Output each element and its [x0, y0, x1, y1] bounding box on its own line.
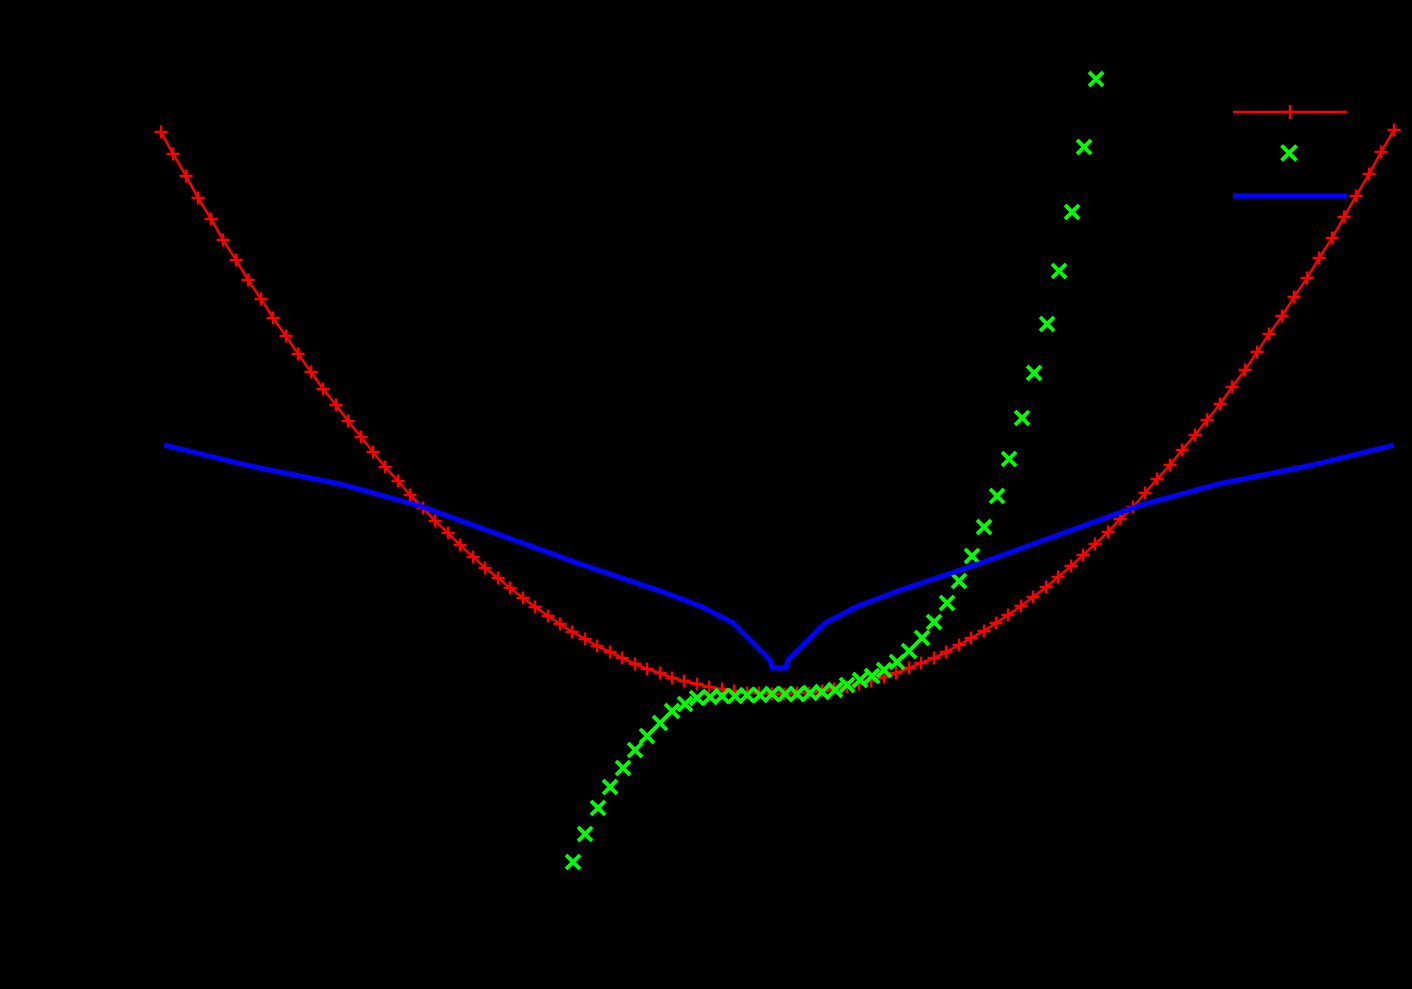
legend: [1233, 105, 1347, 199]
series-green-cubic-markers: [564, 70, 1105, 871]
series-red-parabola-line: [159, 129, 1396, 696]
series-blue-cusp-line: [163, 442, 1395, 671]
series-red-parabola: [154, 123, 1401, 701]
legend-entry-green-cubic: [1280, 144, 1298, 162]
series-green-cubic: [564, 70, 1105, 871]
legend-entry-red-parabola: [1233, 105, 1347, 119]
legend-sample-marker-red-parabola: [1283, 105, 1297, 119]
legend-sample-marker-green-cubic: [1280, 144, 1298, 162]
series-blue-cusp: [163, 442, 1395, 671]
